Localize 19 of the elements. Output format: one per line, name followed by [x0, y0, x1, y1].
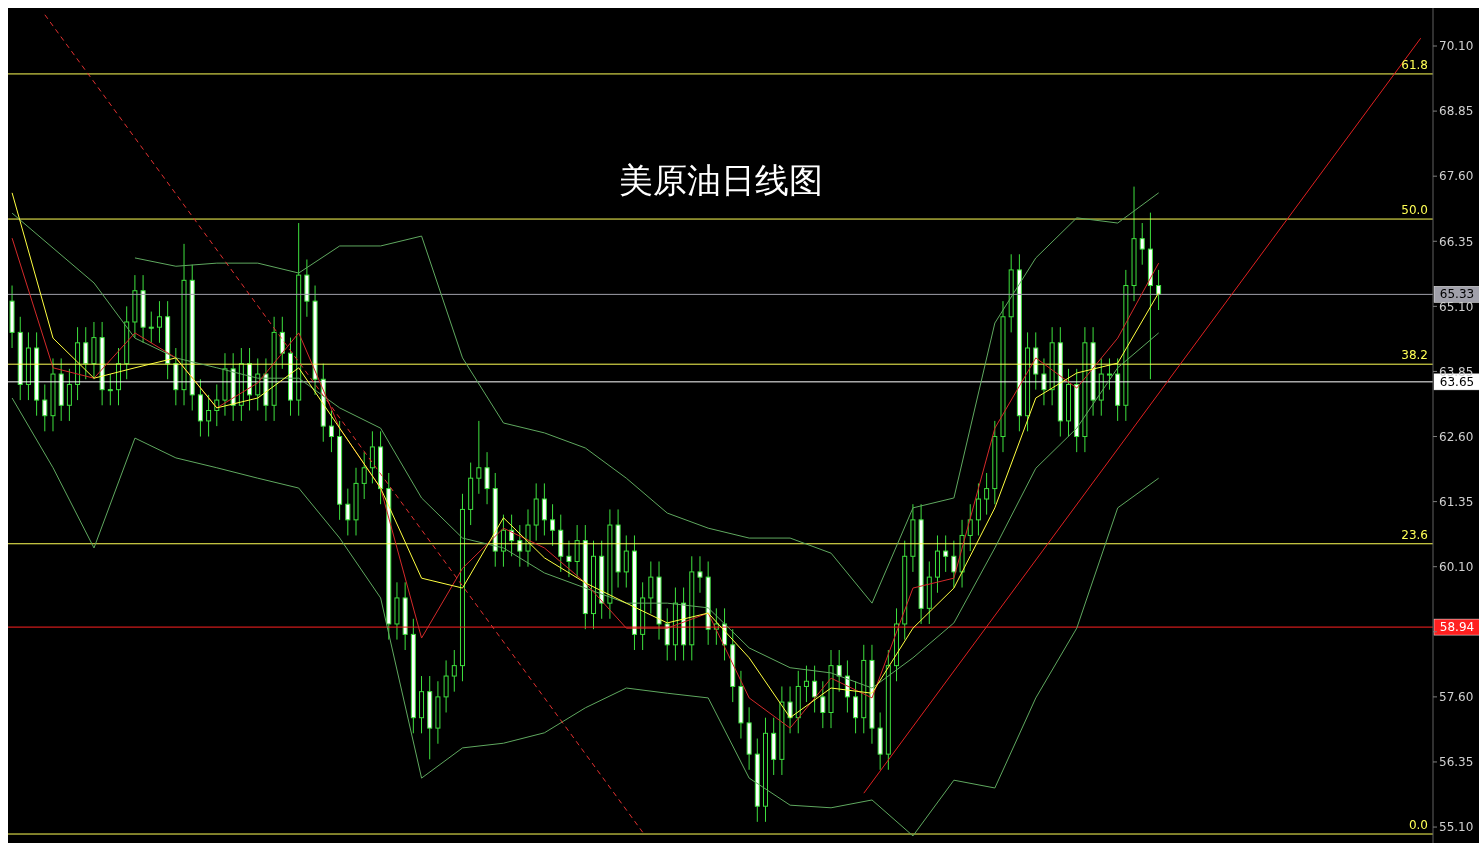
ref-line-label: 38.2 — [1401, 348, 1428, 363]
y-tick-label: 68.85 — [1439, 104, 1474, 119]
y-tick-label: 67.60 — [1439, 169, 1474, 184]
ref-line-label: 65.33 — [1439, 287, 1475, 302]
y-tick-label: 55.10 — [1439, 820, 1474, 835]
y-tick-label: 62.60 — [1439, 429, 1474, 444]
text: 美原油日线图 — [617, 159, 824, 202]
ref-line-label: 50.0 — [1401, 203, 1428, 218]
y-tick-label: 65.10 — [1439, 299, 1474, 314]
ref-line-label: 58.94 — [1439, 620, 1475, 635]
y-tick-label: 70.10 — [1439, 39, 1474, 54]
y-tick-label: 66.35 — [1439, 234, 1474, 249]
y-tick-label: 60.10 — [1439, 559, 1474, 574]
y-tick-label: 61.35 — [1439, 494, 1474, 509]
y-tick-label: 57.60 — [1439, 690, 1474, 705]
y-tick-label: 56.35 — [1439, 755, 1474, 770]
ref-line-label: 0.0 — [1408, 818, 1428, 833]
ref-line-label: 61.8 — [1401, 57, 1428, 72]
ref-line-label: 23.6 — [1401, 527, 1428, 542]
